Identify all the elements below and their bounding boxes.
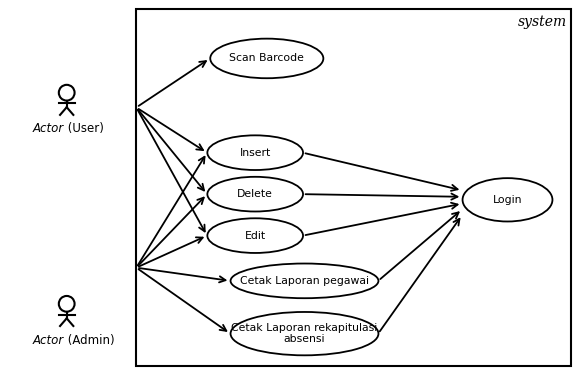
Text: Delete: Delete xyxy=(237,189,273,199)
Text: (Admin): (Admin) xyxy=(64,334,114,346)
Text: Scan Barcode: Scan Barcode xyxy=(229,54,304,63)
Text: (User): (User) xyxy=(64,123,104,135)
Ellipse shape xyxy=(231,312,378,355)
Bar xyxy=(136,9,571,366)
Ellipse shape xyxy=(208,177,303,211)
Ellipse shape xyxy=(208,218,303,253)
Text: Insert: Insert xyxy=(240,148,271,158)
Text: Edit: Edit xyxy=(245,231,266,241)
Text: Actor: Actor xyxy=(32,123,64,135)
Text: Login: Login xyxy=(493,195,522,205)
Ellipse shape xyxy=(231,264,378,298)
Text: system: system xyxy=(517,15,567,29)
Ellipse shape xyxy=(210,39,324,78)
Text: Cetak Laporan rekapitulasi
absensi: Cetak Laporan rekapitulasi absensi xyxy=(231,323,378,345)
Ellipse shape xyxy=(208,135,303,170)
Text: Cetak Laporan pegawai: Cetak Laporan pegawai xyxy=(240,276,369,286)
Text: Actor: Actor xyxy=(32,334,64,346)
Ellipse shape xyxy=(463,178,552,222)
